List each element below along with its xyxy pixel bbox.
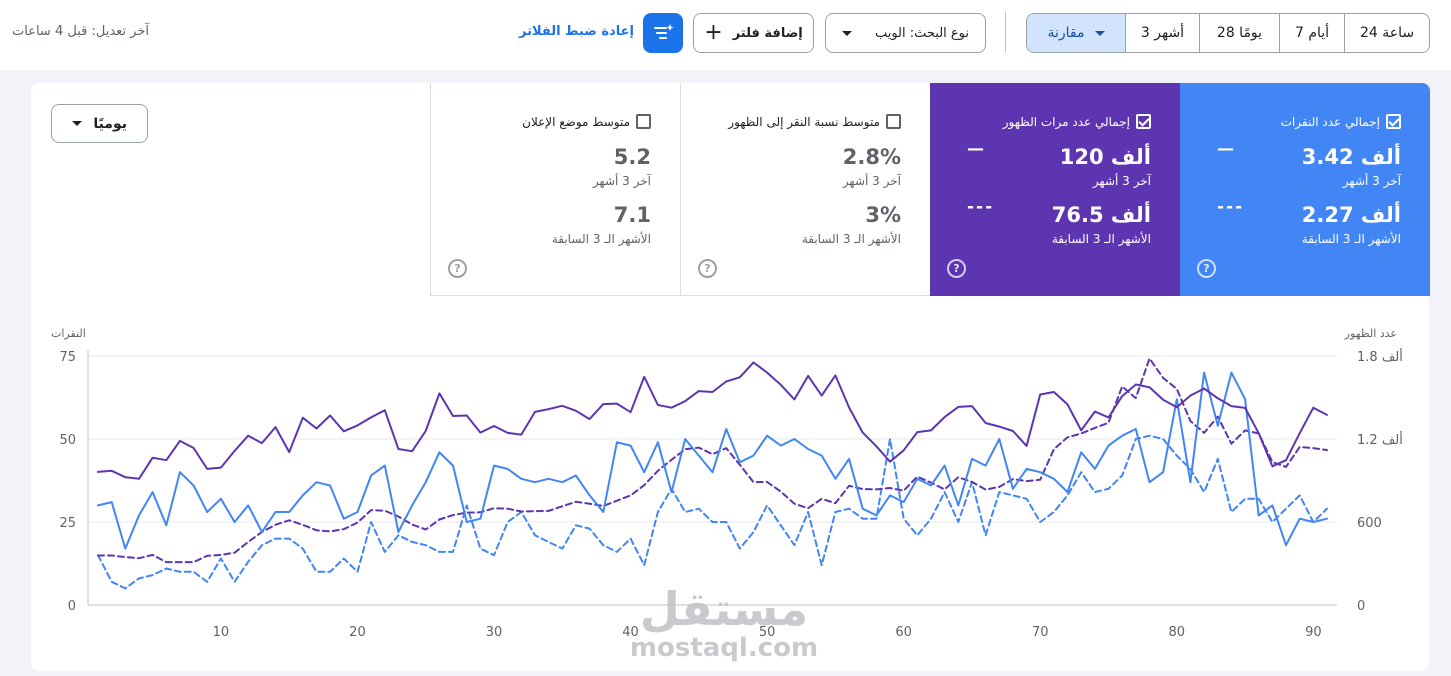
x-axis-tick-label: 50 (759, 625, 776, 640)
series-line-impressions-current (97, 361, 1328, 480)
search-type-label: نوع البحث: الويب (874, 25, 969, 41)
previous-value: 2.27 ألف (1301, 203, 1401, 227)
metric-label: إجمالي عدد مرات الظهور (1002, 114, 1130, 129)
current-period: آخر 3 أشهر (842, 174, 901, 188)
x-axis-tick-label: 20 (349, 625, 366, 640)
range-7-days[interactable]: 7 أيام (1279, 14, 1344, 52)
chart-axes: النقرات عدد الظهور 0 25 50 75 0 600 1.2 ألف 1.8… (51, 327, 1403, 640)
performance-card: يوميًا إجمالي عدد النقرات 3.42 ألف آخر 3… (31, 83, 1430, 671)
dashed-line-legend: --- (1217, 197, 1245, 217)
caret-down-icon (72, 121, 82, 126)
granularity-label: يوميًا (93, 115, 127, 132)
help-icon[interactable]: ? (1197, 259, 1216, 278)
current-value: 120 ألف (1059, 145, 1151, 169)
previous-value: 76.5 ألف (1051, 203, 1151, 227)
series-line-clicks-current (97, 371, 1328, 550)
metric-tile-clicks[interactable]: إجمالي عدد النقرات 3.42 ألف آخر 3 أشهر 2… (1180, 83, 1430, 296)
compare-label: مقارنة (1047, 25, 1085, 41)
right-axis-tick-label: 0 (1357, 599, 1365, 614)
range-28-days[interactable]: 28 يومًا (1199, 14, 1279, 52)
x-axis-tick-label: 90 (1305, 625, 1322, 640)
top-toolbar: 24 ساعة 7 أيام 28 يومًا 3 أشهر مقارنة نو… (0, 0, 1451, 70)
previous-period: الأشهر الـ 3 السابقة (801, 232, 901, 246)
current-value: 2.8% (842, 145, 901, 169)
performance-chart: مستقل mostaql.com النقرات عدد الظهور 0 25… (51, 327, 1403, 663)
watermark: مستقل mostaql.com (630, 582, 818, 663)
previous-value: 3% (865, 203, 901, 227)
range-24-hours[interactable]: 24 ساعة (1344, 14, 1429, 52)
left-axis-tick-label: 0 (68, 599, 76, 614)
right-axis-tick-label: 1.2 ألف (1357, 431, 1403, 448)
current-period: آخر 3 أشهر (1342, 174, 1401, 188)
caret-down-icon (1094, 30, 1105, 36)
help-icon[interactable]: ? (947, 259, 966, 278)
current-value: 3.42 ألف (1301, 145, 1401, 169)
checkbox-icon[interactable] (1386, 114, 1401, 129)
x-axis-tick-label: 60 (895, 625, 912, 640)
series-line-clicks-previous (97, 434, 1328, 590)
sparkle-filter-icon (654, 24, 674, 39)
x-axis-tick-label: 70 (1032, 625, 1049, 640)
watermark-latin: mostaql.com (630, 633, 818, 663)
dashed-line-legend: --- (967, 197, 995, 217)
watermark-arabic: مستقل (640, 582, 808, 636)
add-filter-button[interactable]: + إضافة فلتر (693, 13, 814, 53)
previous-period: الأشهر الـ 3 السابقة (1301, 232, 1401, 246)
checkbox-icon[interactable] (636, 114, 651, 129)
help-icon[interactable]: ? (698, 259, 717, 278)
metric-header: متوسط موضع الإعلان (522, 114, 651, 129)
solid-line-legend: — (1217, 139, 1234, 159)
granularity-dropdown[interactable]: يوميًا (51, 104, 148, 143)
metric-label: متوسط نسبة النقر إلى الظهور (728, 114, 880, 129)
compare-dropdown[interactable]: مقارنة (1027, 14, 1125, 52)
checkbox-icon[interactable] (1136, 114, 1151, 129)
caret-down-icon (842, 30, 852, 36)
smart-filter-button[interactable] (643, 13, 683, 53)
right-axis-title: عدد الظهور (1344, 327, 1397, 340)
left-axis-tick-label: 25 (59, 516, 76, 531)
left-axis-tick-label: 75 (59, 350, 76, 365)
x-axis-tick-label: 80 (1169, 625, 1186, 640)
solid-line-legend: — (967, 139, 984, 159)
plus-icon: + (704, 20, 723, 45)
right-axis-tick-label: 600 (1357, 516, 1382, 531)
metric-header: إجمالي عدد النقرات (1281, 114, 1401, 129)
x-axis-tick-label: 30 (486, 625, 503, 640)
search-type-dropdown[interactable]: نوع البحث: الويب (825, 13, 986, 53)
help-icon[interactable]: ? (448, 259, 467, 278)
metric-label: إجمالي عدد النقرات (1280, 114, 1380, 129)
series-line-impressions-previous (97, 357, 1328, 564)
previous-value: 7.1 (613, 203, 651, 227)
current-period: آخر 3 أشهر (1092, 174, 1151, 188)
reset-filters-link[interactable]: إعادة ضبط الفلاتر (519, 24, 634, 39)
metric-tile-position[interactable]: متوسط موضع الإعلان 5.2 آخر 3 أشهر 7.1 ال… (430, 83, 680, 296)
toolbar-divider (1005, 12, 1006, 52)
current-period: آخر 3 أشهر (592, 174, 651, 188)
metric-header: متوسط نسبة النقر إلى الظهور (728, 114, 901, 129)
metric-header: إجمالي عدد مرات الظهور (1003, 114, 1151, 129)
right-axis-tick-label: 1.8 ألف (1357, 348, 1403, 365)
range-3-months[interactable]: 3 أشهر (1125, 14, 1199, 52)
metric-tile-impressions[interactable]: إجمالي عدد مرات الظهور 120 ألف آخر 3 أشه… (930, 83, 1180, 296)
chart-series (97, 357, 1328, 590)
date-range-selector: 24 ساعة 7 أيام 28 يومًا 3 أشهر مقارنة (1026, 13, 1430, 53)
current-value: 5.2 (613, 145, 651, 169)
metric-label: متوسط موضع الإعلان (522, 114, 630, 129)
last-updated-text: آخر تعديل: قبل 4 ساعات (12, 24, 149, 39)
left-axis-tick-label: 50 (59, 433, 76, 448)
metric-tile-ctr[interactable]: متوسط نسبة النقر إلى الظهور 2.8% آخر 3 أ… (680, 83, 930, 296)
previous-period: الأشهر الـ 3 السابقة (1051, 232, 1151, 246)
left-axis-title: النقرات (51, 327, 86, 340)
checkbox-icon[interactable] (886, 114, 901, 129)
x-axis-tick-label: 40 (622, 625, 639, 640)
x-axis-tick-label: 10 (213, 625, 230, 640)
add-filter-label: إضافة فلتر (732, 25, 803, 41)
previous-period: الأشهر الـ 3 السابقة (551, 232, 651, 246)
